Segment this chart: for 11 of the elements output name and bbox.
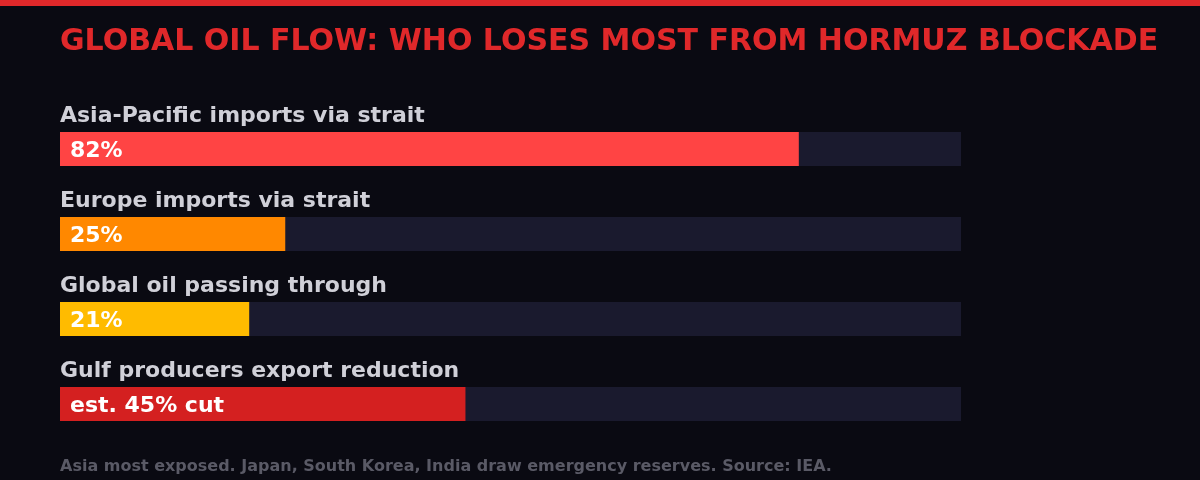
bar xyxy=(60,302,250,336)
data-label: 82% xyxy=(70,137,123,162)
chart-title: GLOBAL OIL FLOW: WHO LOSES MOST FROM HORMUZ BLOCKADE xyxy=(60,22,1159,57)
y-tick-label: Asia-Pacific imports via strait xyxy=(60,102,426,127)
y-tick-label: Global oil passing through xyxy=(60,272,387,297)
text: Asia most exposed. Japan, South Korea, India draw emergency reserves. Source: IEA. xyxy=(60,456,832,475)
data-label: est. 45% cut xyxy=(70,392,225,417)
data-label: 25% xyxy=(70,222,123,247)
y-tick-label: Gulf producers export reduction xyxy=(60,357,460,382)
y-tick-label: Europe imports via strait xyxy=(60,187,371,212)
data-label: 21% xyxy=(70,307,123,332)
